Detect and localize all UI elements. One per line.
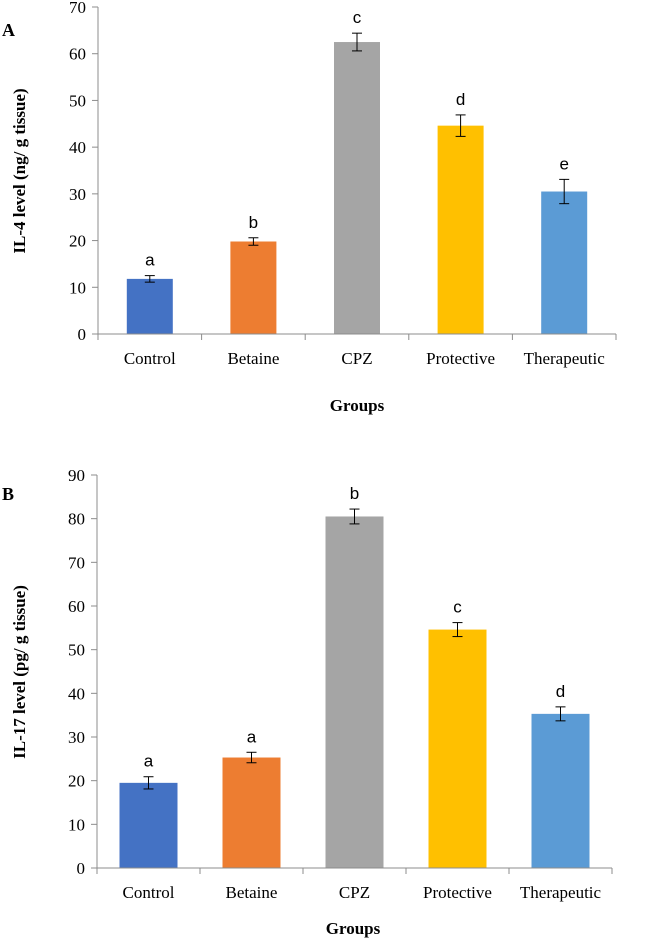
significance-letter: d bbox=[456, 90, 465, 109]
panel-label: B bbox=[2, 484, 14, 504]
bar-betaine bbox=[230, 241, 277, 334]
y-tick-label: 40 bbox=[68, 684, 85, 703]
x-category-label: Protective bbox=[426, 349, 495, 368]
y-tick-label: 90 bbox=[68, 466, 85, 485]
bar-series bbox=[126, 42, 588, 335]
y-axis-title: IL-4 level (ng/ g tissue) bbox=[10, 88, 29, 253]
y-tick-label: 40 bbox=[69, 138, 86, 157]
x-category-label: Therapeutic bbox=[524, 349, 606, 368]
bar-protective bbox=[437, 125, 484, 334]
y-axis-title: IL-17 level (pg/ g tissue) bbox=[10, 585, 29, 759]
x-category-label: Betaine bbox=[226, 883, 278, 902]
bar-control bbox=[119, 782, 178, 868]
x-axis-title: Groups bbox=[330, 396, 385, 415]
significance-letter: d bbox=[556, 682, 565, 701]
x-category-label: Therapeutic bbox=[520, 883, 602, 902]
chart-panel-a: A IL-4 level (ng/ g tissue) Groups 0 10 20… bbox=[2, 0, 617, 415]
error-bars bbox=[143, 508, 566, 790]
significance-letter: c bbox=[453, 598, 462, 617]
y-tick-label: 20 bbox=[68, 772, 85, 791]
bar-series bbox=[119, 516, 590, 868]
bar-therapeutic bbox=[531, 713, 590, 868]
chart-panel-b: B IL-17 level (pg/ g tissue) Groups 0 10 2… bbox=[2, 466, 613, 938]
y-axis-ticks: 0 10 20 30 40 50 60 70 80 90 bbox=[68, 466, 97, 878]
x-category-label: Control bbox=[124, 349, 176, 368]
bar-control bbox=[126, 278, 173, 334]
x-category-label: CPZ bbox=[339, 883, 370, 902]
y-tick-label: 30 bbox=[69, 185, 86, 204]
bar-cpz bbox=[334, 42, 380, 335]
y-tick-label: 60 bbox=[68, 597, 85, 616]
significance-letter: c bbox=[353, 8, 362, 27]
significance-labels: a b c d e bbox=[145, 8, 569, 269]
bar-betaine bbox=[222, 757, 281, 868]
significance-letter: a bbox=[247, 727, 257, 746]
y-tick-label: 0 bbox=[78, 325, 87, 344]
y-tick-label: 70 bbox=[69, 0, 86, 17]
panel-label: A bbox=[2, 20, 15, 40]
y-tick-label: 0 bbox=[77, 859, 86, 878]
x-category-label: Control bbox=[123, 883, 175, 902]
significance-letter: a bbox=[145, 251, 155, 270]
y-tick-label: 20 bbox=[69, 232, 86, 251]
y-axis-ticks: 0 10 20 30 40 50 60 70 bbox=[69, 0, 98, 344]
x-axis-title: Groups bbox=[326, 919, 381, 938]
x-category-label: CPZ bbox=[341, 349, 372, 368]
bar-therapeutic bbox=[541, 191, 588, 334]
significance-labels: a a b c d bbox=[144, 484, 565, 771]
category-labels: Control Betaine CPZ Protective Therapeutic bbox=[123, 883, 602, 902]
significance-letter: b bbox=[249, 213, 258, 232]
y-tick-label: 60 bbox=[69, 45, 86, 64]
axes bbox=[97, 7, 617, 340]
significance-letter: a bbox=[144, 752, 154, 771]
bar-cpz bbox=[325, 516, 384, 868]
error-bars bbox=[144, 32, 570, 283]
x-category-label: Betaine bbox=[227, 349, 279, 368]
y-tick-label: 80 bbox=[68, 510, 85, 529]
significance-letter: e bbox=[559, 154, 568, 173]
y-tick-label: 50 bbox=[69, 91, 86, 110]
y-tick-label: 10 bbox=[68, 815, 85, 834]
bar-protective bbox=[428, 629, 487, 868]
category-labels: Control Betaine CPZ Protective Therapeutic bbox=[124, 349, 605, 368]
y-tick-label: 30 bbox=[68, 728, 85, 747]
y-tick-label: 70 bbox=[68, 553, 85, 572]
x-category-label: Protective bbox=[423, 883, 492, 902]
y-tick-label: 10 bbox=[69, 278, 86, 297]
axes bbox=[96, 475, 613, 874]
significance-letter: b bbox=[350, 484, 359, 503]
y-tick-label: 50 bbox=[68, 641, 85, 660]
